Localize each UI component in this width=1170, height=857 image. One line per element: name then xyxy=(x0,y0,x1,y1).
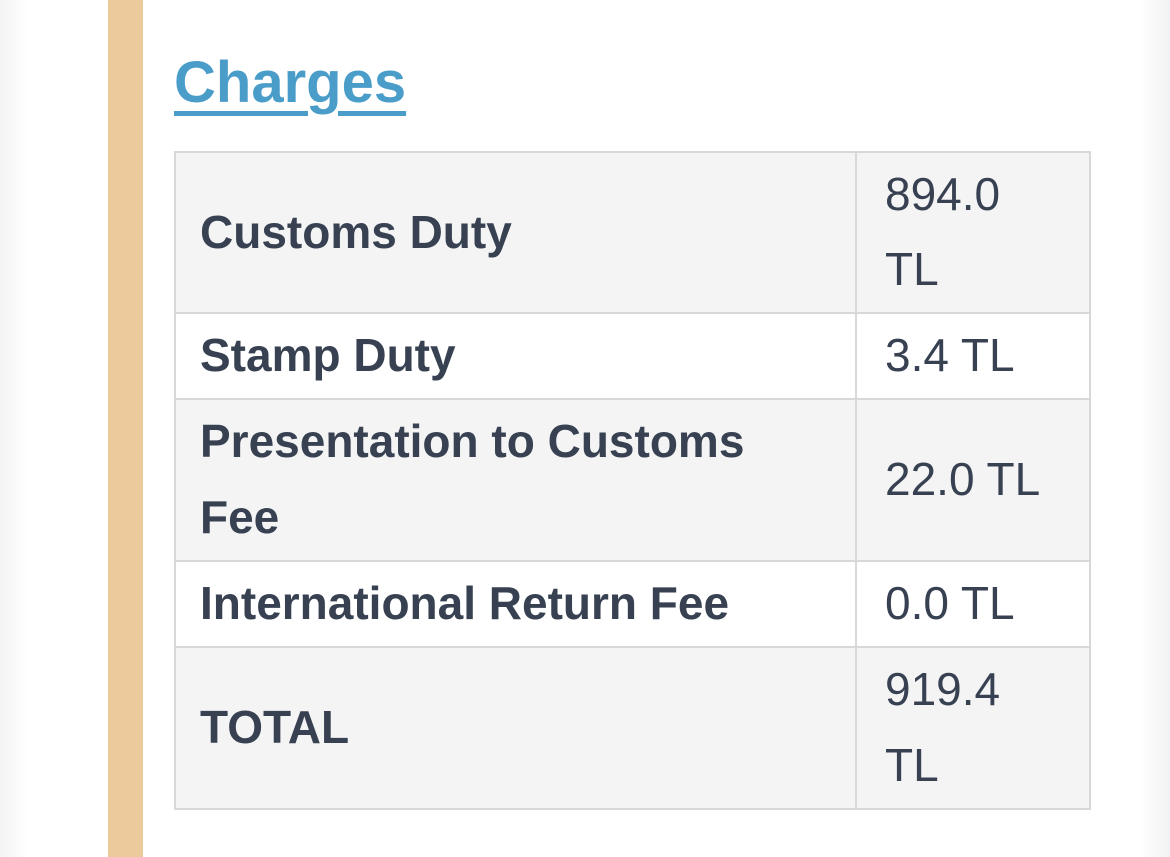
charges-table: Customs Duty 894.0 TL Stamp Duty 3.4 TL … xyxy=(174,150,1091,810)
charge-label: TOTAL xyxy=(174,645,857,810)
charge-label: Customs Duty xyxy=(174,150,857,315)
accent-stripe xyxy=(108,0,143,857)
table-row: International Return Fee 0.0 TL xyxy=(174,560,1091,648)
charges-heading-link[interactable]: Charges xyxy=(174,50,407,115)
charge-value: 3.4 TL xyxy=(855,312,1091,401)
charge-value: 22.0 TL xyxy=(855,398,1091,563)
left-edge-shadow xyxy=(0,0,28,857)
table-row: Customs Duty 894.0 TL xyxy=(174,150,1091,315)
table-row: Stamp Duty 3.4 TL xyxy=(174,312,1091,401)
charge-label: International Return Fee xyxy=(174,560,857,648)
charges-section: Charges Customs Duty 894.0 TL Stamp Duty… xyxy=(174,48,1094,810)
charge-label: Stamp Duty xyxy=(174,312,857,401)
charge-value: 0.0 TL xyxy=(855,560,1091,648)
table-row: Presentation to Customs Fee 22.0 TL xyxy=(174,398,1091,563)
table-row: TOTAL 919.4 TL xyxy=(174,645,1091,810)
charge-label: Presentation to Customs Fee xyxy=(174,398,857,563)
right-edge-shadow xyxy=(1140,0,1170,857)
charge-value: 919.4 TL xyxy=(855,645,1091,810)
charge-value: 894.0 TL xyxy=(855,150,1091,315)
